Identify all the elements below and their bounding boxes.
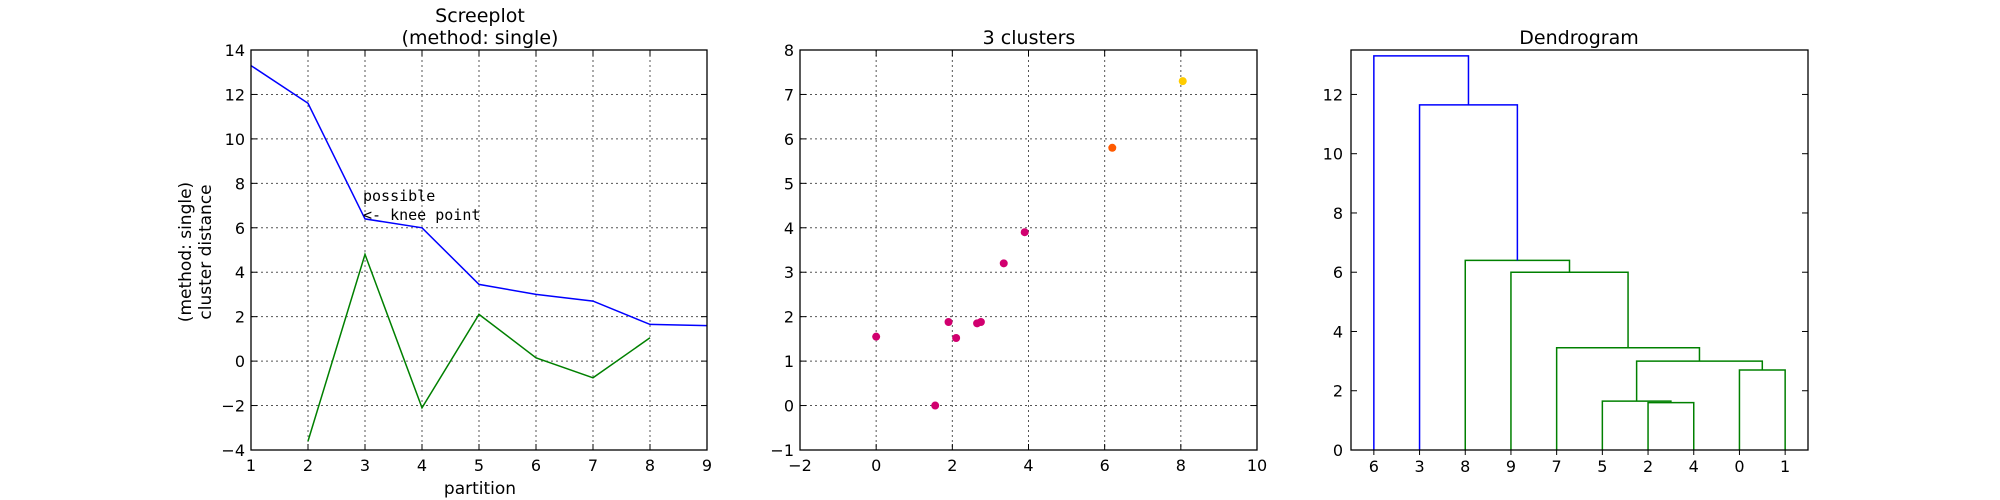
dendrogram-leaf-label: 9 [1506, 457, 1516, 476]
screeplot-ylabel-line1: (method: single) [176, 182, 196, 322]
screeplot-subtitle: (method: single) [402, 27, 559, 49]
scatter-xtick-label: 10 [1247, 456, 1267, 475]
scatter-xtick-label: 6 [1100, 456, 1110, 475]
dendrogram-link [1555, 347, 1701, 450]
difference-line [307, 252, 651, 442]
scatter-ytick-label: 6 [784, 130, 794, 149]
dendrogram-leaf-label: 7 [1552, 457, 1562, 476]
scatter-xtick-label: −2 [788, 456, 812, 475]
dendrogram-link [1601, 400, 1672, 450]
screeplot-xtick-label: 3 [360, 456, 370, 475]
scatter-xtick-label: 8 [1176, 456, 1186, 475]
scatter-point [1108, 143, 1117, 152]
dendrogram-ytick-label: 2 [1333, 382, 1343, 401]
dendrogram-leaf-label: 6 [1369, 457, 1379, 476]
scatter-ytick-label: −1 [770, 441, 794, 460]
scatter-ytick-label: 8 [784, 41, 794, 60]
screeplot-ytick-label: 14 [225, 41, 245, 60]
dendrogram-link [1647, 401, 1695, 450]
screeplot-xtick-label: 8 [645, 456, 655, 475]
dendrogram-link [1373, 55, 1470, 450]
scatter-ytick-label: 7 [784, 85, 794, 104]
screeplot-xtick-label: 5 [474, 456, 484, 475]
dendrogram-link [1464, 259, 1571, 450]
screeplot-xtick-label: 2 [303, 456, 313, 475]
scatter-point [1020, 228, 1029, 237]
dendrogram-ytick-label: 12 [1323, 85, 1343, 104]
scatter-xtick-label: 2 [947, 456, 957, 475]
dendrogram-leaf-label: 3 [1414, 457, 1424, 476]
dendrogram-link [1418, 104, 1519, 450]
dendrogram-title: Dendrogram [1519, 27, 1638, 49]
dendrogram-ytick-label: 6 [1333, 263, 1343, 282]
cluster-distance-line [250, 64, 708, 327]
scatter-ytick-label: 1 [784, 352, 794, 371]
scatter-ytick-label: 0 [784, 397, 794, 416]
dendrogram-link [1738, 369, 1786, 450]
dendrogram-leaf-label: 2 [1643, 457, 1653, 476]
dendrogram-link [1510, 271, 1629, 450]
screeplot-xtick-label: 9 [702, 456, 712, 475]
screeplot-ylabel-line2: cluster distance [196, 184, 216, 319]
screeplot-panel: Screeplot (method: single) partition (me… [176, 5, 712, 499]
scatter-point [999, 259, 1008, 268]
scatter-ytick-label: 4 [784, 219, 794, 238]
dendrogram-ytick-label: 10 [1323, 145, 1343, 164]
screeplot-ytick-label: 8 [235, 174, 245, 193]
scatter-point [944, 318, 953, 326]
scatter-title: 3 clusters [983, 27, 1076, 49]
screeplot-xtick-label: 6 [531, 456, 541, 475]
scatter-point [872, 332, 881, 341]
dendrogram-panel: Dendrogram 0 2 4 6 8 10 12 6 3 8 9 7 5 2 4 0 1 [1323, 27, 1809, 476]
scatter-xtick-label: 4 [1023, 456, 1033, 475]
screeplot-xtick-label: 1 [246, 456, 256, 475]
screeplot-ytick-label: 6 [235, 219, 245, 238]
screeplot-ytick-label: −2 [221, 397, 245, 416]
screeplot-ytick-label: 12 [225, 85, 245, 104]
scatter-ytick-label: 5 [784, 174, 794, 193]
screeplot-ytick-label: 2 [235, 308, 245, 327]
scatter-point [931, 401, 940, 410]
scatter-panel: 3 clusters −2 0 2 4 6 8 10 −1 0 1 2 3 4 5 6 7 8 [770, 27, 1267, 475]
knee-annotation-line2: <- knee point [363, 206, 480, 224]
dendrogram-leaf-label: 4 [1689, 457, 1699, 476]
scatter-point [952, 334, 961, 342]
screeplot-title: Screeplot [435, 5, 525, 27]
scatter-ytick-label: 3 [784, 263, 794, 282]
dendrogram-ytick-label: 8 [1333, 204, 1343, 223]
dendrogram-frame [1350, 49, 1809, 451]
dendrogram-leaf-label: 8 [1460, 457, 1470, 476]
scatter-xtick-label: 0 [871, 456, 881, 475]
scatter-frame [799, 49, 1258, 451]
screeplot-ytick-label: 0 [235, 352, 245, 371]
dendrogram-leaf-label: 5 [1597, 457, 1607, 476]
screeplot-ytick-label: −4 [221, 441, 245, 460]
screeplot-xlabel: partition [444, 479, 516, 499]
knee-annotation-line1: possible [363, 187, 435, 205]
screeplot-ytick-label: 4 [235, 263, 245, 282]
dendrogram-link [1635, 360, 1764, 402]
screeplot-xtick-label: 4 [417, 456, 427, 475]
dendrogram-leaf-label: 0 [1734, 457, 1744, 476]
screeplot-ytick-label: 10 [225, 130, 245, 149]
dendrogram-ytick-label: 0 [1333, 441, 1343, 460]
scatter-point [1178, 77, 1187, 86]
scatter-ytick-label: 2 [784, 308, 794, 327]
scatter-point [976, 318, 985, 326]
dendrogram-ytick-label: 4 [1333, 322, 1343, 341]
screeplot-xtick-label: 7 [588, 456, 598, 475]
dendrogram-leaf-label: 1 [1780, 457, 1790, 476]
screeplot-frame [250, 49, 708, 451]
